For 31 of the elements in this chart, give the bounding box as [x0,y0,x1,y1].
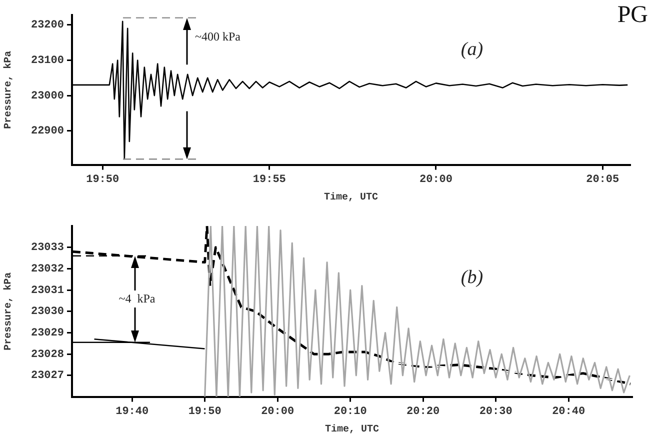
x-tick-label: 20:00 [419,174,453,186]
y-tick-label: 23000 [30,90,64,102]
y-axis-title: Pressure, kPa [2,50,15,129]
annotation: (a) [460,39,484,61]
x-tick-label: 19:50 [188,406,222,418]
x-tick-label: 20:30 [479,406,512,418]
x-tick-label: 20:00 [261,406,294,418]
y-tick-label: 23031 [30,284,64,297]
annotation: ~400 kPa [195,28,240,46]
y-tick-label: 23032 [30,263,64,276]
y-tick-label: 23200 [30,20,64,32]
annotation: PG [617,2,648,29]
y-tick-label: 23029 [30,328,64,340]
y-axis-title: Pressure, kPa [2,272,15,350]
x-axis-title: Time, UTC [324,424,380,436]
annotation: ~4 kPa [118,290,156,308]
y-tick-label: 23100 [30,54,64,67]
y-tick-label: 23030 [30,306,64,318]
y-tick-label: 23028 [30,348,64,361]
y-tick-label: 23033 [30,242,64,254]
x-tick-label: 20:10 [334,406,367,418]
x-tick-label: 19:40 [116,406,149,418]
x-tick-label: 20:20 [406,406,440,418]
x-tick-label: 19:50 [86,174,120,186]
x-tick-label: 20:40 [552,406,586,418]
x-tick-label: 19:55 [252,174,286,186]
y-tick-label: 22900 [30,126,64,138]
y-tick-label: 23027 [30,370,64,382]
x-tick-label: 20:05 [586,174,620,186]
annotation: (b) [460,267,484,289]
x-axis-title: Time, UTC [324,192,378,204]
